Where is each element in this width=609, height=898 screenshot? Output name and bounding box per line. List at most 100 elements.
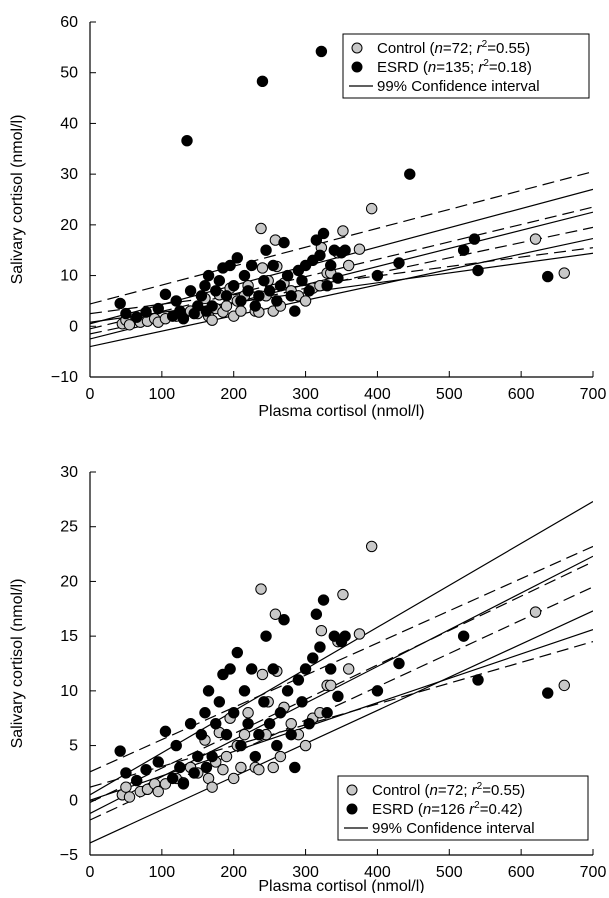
control-point (120, 781, 132, 793)
esrd-point (220, 290, 233, 302)
x-tick-label: 700 (580, 386, 607, 403)
x-tick-label: 0 (86, 864, 95, 881)
control-point (228, 772, 240, 785)
esrd-point (303, 717, 315, 730)
esrd-point (296, 274, 308, 287)
esrd-point (281, 269, 294, 282)
control-point (220, 300, 233, 312)
control-point (255, 222, 267, 235)
esrd-point (289, 305, 301, 317)
legend-text: ESRD ( (372, 801, 423, 818)
esrd-point (472, 264, 484, 277)
esrd-point (245, 259, 258, 272)
esrd-point (317, 594, 330, 606)
y-tick-label: −10 (51, 369, 78, 386)
legend-n-text: =126 (431, 801, 469, 818)
control-point (342, 259, 355, 272)
esrd-point (310, 608, 323, 620)
control-point (123, 319, 136, 331)
legend-marker-esrd (351, 61, 363, 73)
legend-n-text: =72; (443, 40, 477, 57)
esrd-point (332, 272, 344, 284)
legend-label-ci: 99% Confidence interval (372, 820, 535, 837)
esrd-point (199, 707, 211, 719)
control-point (365, 202, 378, 215)
esrd-point (159, 288, 172, 301)
esrd-point (114, 297, 126, 310)
control-point (353, 243, 366, 255)
legend-box (337, 775, 589, 841)
esrd-point (195, 728, 208, 741)
control-point (235, 305, 247, 317)
x-tick-label: 400 (364, 864, 391, 881)
esrd-point (371, 269, 384, 282)
esrd-point (140, 306, 152, 318)
x-tick-label: 700 (580, 864, 607, 881)
control-point (152, 785, 164, 798)
esrd-point (235, 295, 247, 307)
esrd-point (278, 614, 290, 626)
legend-n: n (430, 782, 438, 799)
esrd-point (339, 630, 351, 642)
control-point (558, 679, 570, 692)
esrd-point (314, 249, 326, 261)
esrd-point (314, 641, 326, 653)
control-point (285, 717, 297, 730)
x-tick-label: 0 (86, 386, 95, 403)
legend-r-text: =0.55) (487, 40, 530, 57)
y-tick-label: 60 (60, 14, 78, 31)
esrd-point (170, 739, 182, 752)
y-axis-label: Salivary cortisol (nmol/l) (9, 115, 26, 285)
esrd-point (317, 227, 330, 240)
y-tick-label: 20 (60, 573, 78, 590)
legend-label-ci: 99% Confidence interval (377, 78, 540, 95)
x-tick-label: 100 (149, 386, 176, 403)
x-tick-label: 600 (508, 864, 535, 881)
control-point (529, 233, 542, 245)
esrd-point (299, 663, 312, 675)
control-point (315, 624, 328, 637)
esrd-point (152, 302, 164, 315)
esrd-point (278, 236, 290, 249)
legend-n: n (423, 801, 431, 818)
esrd-point (256, 75, 269, 88)
control-point (342, 663, 355, 675)
esrd-point (296, 696, 308, 708)
esrd-point (339, 244, 351, 256)
legend-n: n (435, 40, 443, 57)
legend-n: n (428, 59, 436, 76)
esrd-point (231, 646, 244, 659)
solid-fit-line (90, 610, 593, 844)
dashed-fit-line (90, 641, 593, 788)
y-axis-label: Salivary cortisol (nmol/l) (9, 579, 26, 749)
control-point (255, 583, 267, 595)
esrd-point (213, 696, 226, 708)
esrd-point (213, 274, 226, 287)
y-tick-label: 30 (60, 166, 78, 183)
esrd-point (120, 307, 132, 320)
esrd-point (231, 252, 244, 264)
control-point (558, 267, 570, 279)
y-tick-label: 50 (60, 65, 78, 82)
control-point (299, 295, 312, 307)
legend-r: r (478, 59, 484, 76)
esrd-point (170, 295, 182, 307)
dashed-fit-line (90, 561, 593, 804)
dashed-fit-line (90, 545, 593, 773)
esrd-point (281, 685, 294, 697)
esrd-point (206, 750, 218, 763)
control-point (365, 540, 378, 553)
control-point (299, 739, 312, 752)
x-tick-label: 100 (149, 864, 176, 881)
esrd-point (245, 663, 258, 675)
y-tick-label: 25 (60, 519, 78, 536)
esrd-point (210, 285, 222, 297)
y-tick-label: 30 (60, 464, 78, 481)
y-tick-label: 5 (69, 738, 78, 755)
legend-label-control: Control (n=72; r2=0.55) (372, 781, 525, 799)
esrd-point (271, 739, 283, 752)
legend-label-esrd: ESRD (n=135; r2=0.18) (377, 58, 532, 76)
esrd-point (220, 728, 233, 741)
esrd-point (131, 311, 143, 323)
